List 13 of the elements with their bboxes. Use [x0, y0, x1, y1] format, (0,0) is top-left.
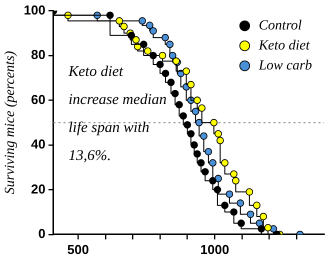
- annotation: Keto diet increase median life span with 13,6%.: [67, 64, 167, 164]
- y-tick-label: 80: [31, 47, 46, 62]
- y-tick-label: 20: [31, 181, 46, 196]
- x-tick-label: 500: [67, 242, 89, 257]
- y-tick-label: 60: [31, 92, 46, 107]
- legend-label: Control: [258, 18, 302, 34]
- y-axis-title: Surviving mice (percents): [3, 50, 18, 194]
- y-tick-label: 40: [31, 136, 46, 152]
- legend-label: Keto diet: [258, 38, 311, 54]
- y-tick-label: 0: [38, 226, 46, 241]
- legend-label: Low carb: [258, 58, 312, 74]
- y-tick-label: 100: [24, 2, 46, 18]
- x-tick-label: 1000: [200, 242, 230, 257]
